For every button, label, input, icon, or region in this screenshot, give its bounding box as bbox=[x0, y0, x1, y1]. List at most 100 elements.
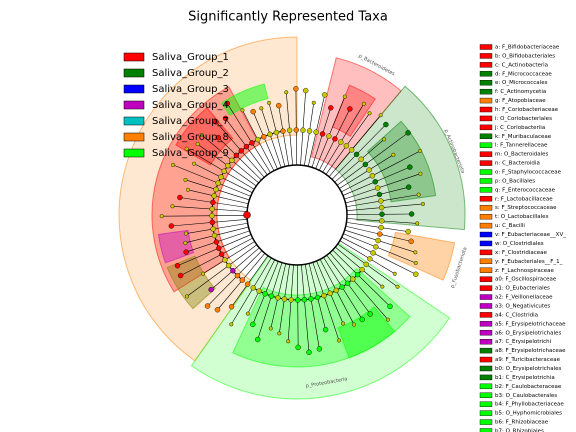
node bbox=[366, 167, 372, 173]
node bbox=[209, 206, 215, 212]
node bbox=[275, 295, 281, 301]
node bbox=[210, 199, 216, 206]
leaf bbox=[391, 152, 396, 157]
node bbox=[359, 266, 365, 273]
key-swatch bbox=[479, 53, 493, 59]
node bbox=[369, 173, 376, 179]
legend-swatch bbox=[123, 52, 145, 62]
node bbox=[301, 296, 308, 303]
legend-label: Saliva_Group_1 bbox=[152, 52, 229, 63]
leaf bbox=[316, 346, 323, 352]
leaf bbox=[170, 204, 175, 209]
key-swatch bbox=[479, 356, 493, 363]
legend-swatch bbox=[123, 132, 145, 142]
leaf bbox=[413, 260, 418, 265]
leaf bbox=[229, 322, 234, 327]
key-label: b: O_Bifidobacteriales bbox=[495, 53, 555, 59]
node bbox=[209, 219, 216, 226]
leaf bbox=[183, 240, 188, 245]
leaf bbox=[408, 238, 414, 245]
leaf bbox=[380, 284, 385, 289]
key-label: b5: O_Hyphomicrobiales bbox=[495, 411, 562, 417]
branch bbox=[297, 264, 299, 348]
legend-swatch bbox=[123, 148, 145, 158]
node bbox=[374, 185, 381, 191]
root-ring bbox=[246, 164, 348, 266]
branch bbox=[278, 105, 290, 166]
branch bbox=[328, 115, 381, 177]
key-label: x: F_Clostridiaceae bbox=[495, 250, 547, 256]
key-label: z: F_Lachnospiraceae bbox=[495, 268, 554, 274]
clade-wedge bbox=[220, 83, 269, 117]
node bbox=[343, 143, 350, 149]
key-swatch bbox=[479, 374, 493, 381]
leaf bbox=[413, 250, 418, 255]
key-swatch bbox=[479, 169, 493, 175]
key-swatch bbox=[479, 312, 493, 318]
branch bbox=[161, 215, 248, 217]
leaf bbox=[311, 100, 316, 105]
key-swatch bbox=[479, 142, 493, 148]
key-label: e: O_Micrococcales bbox=[495, 80, 548, 86]
key-label: b2: F_Caulobacteraceae bbox=[495, 384, 562, 390]
branch bbox=[339, 154, 394, 189]
node bbox=[362, 161, 369, 168]
node bbox=[230, 268, 236, 274]
branch bbox=[337, 132, 409, 186]
node bbox=[280, 128, 286, 134]
key-swatch bbox=[479, 267, 493, 273]
node bbox=[211, 232, 218, 239]
key-swatch bbox=[479, 196, 493, 202]
key-label: q: F_Enterococcaceae bbox=[495, 187, 556, 193]
clade-wedges: p_Bacteroidetesp_Actinobacteriotap_Fusob… bbox=[118, 36, 469, 400]
node bbox=[321, 292, 327, 299]
node bbox=[255, 136, 261, 143]
legend-label: Saliva_Group_8 bbox=[152, 132, 229, 143]
key-label: b3: O_Caulobacterales bbox=[495, 393, 557, 399]
legend-label: Saliva_Group_7 bbox=[152, 116, 229, 127]
leaf bbox=[204, 303, 211, 309]
branch bbox=[247, 259, 275, 314]
key-label: b7: O_Rhizobiales bbox=[495, 428, 544, 432]
leaf bbox=[174, 263, 181, 269]
node bbox=[213, 186, 219, 193]
key-swatch bbox=[479, 97, 493, 104]
branch bbox=[339, 240, 395, 275]
leaf bbox=[255, 336, 261, 343]
leaf bbox=[420, 201, 425, 206]
key-label: f: C_Actinomycetia bbox=[495, 89, 546, 95]
node bbox=[286, 127, 293, 134]
leaf bbox=[302, 87, 309, 94]
node bbox=[209, 213, 215, 219]
key-label: a6: O_Erysipelotrichales bbox=[495, 330, 561, 336]
clade-wedge bbox=[334, 85, 466, 231]
node bbox=[348, 147, 355, 153]
key-label: j: C_Coriobacteriia bbox=[494, 125, 545, 131]
tree bbox=[159, 86, 425, 355]
taxa-key: a: F_Bifidobacteriaceae b: O_Bifidobacter… bbox=[479, 44, 566, 432]
branch bbox=[257, 262, 283, 340]
key-swatch bbox=[479, 330, 493, 336]
node bbox=[313, 129, 319, 135]
key-label: a7: C_Erysipelotrichi bbox=[495, 339, 552, 345]
legend-swatch bbox=[123, 116, 145, 126]
node bbox=[211, 193, 217, 199]
leaf bbox=[199, 133, 204, 138]
branch bbox=[322, 103, 365, 173]
key-swatch bbox=[479, 231, 493, 238]
leaf bbox=[295, 344, 301, 351]
clade-wedge bbox=[166, 255, 216, 310]
leaf bbox=[208, 286, 214, 293]
key-swatch bbox=[479, 88, 493, 95]
key-label: h: F_Coriobacteriaceae bbox=[495, 107, 559, 113]
node bbox=[213, 239, 220, 245]
key-swatch bbox=[479, 303, 493, 309]
legend-label: Saliva_Group_3 bbox=[152, 84, 229, 95]
leaf bbox=[201, 271, 206, 276]
node bbox=[379, 218, 385, 224]
node bbox=[354, 271, 361, 278]
leaf bbox=[228, 304, 235, 310]
key-swatch bbox=[479, 347, 493, 354]
leaf bbox=[408, 211, 415, 217]
leaf bbox=[418, 148, 423, 153]
